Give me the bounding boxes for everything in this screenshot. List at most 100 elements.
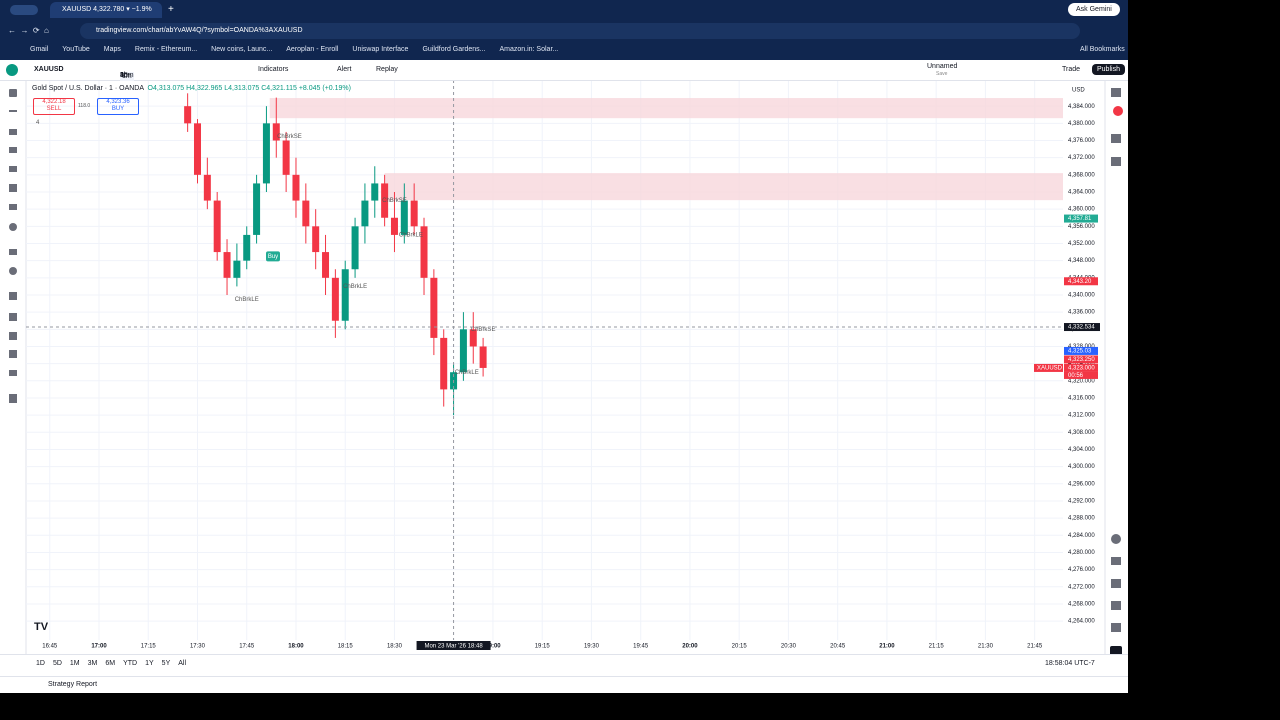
y-tick-label: 4,284.000 [1068, 533, 1095, 539]
candle-body [361, 200, 369, 227]
interval-button[interactable]: 5m [120, 72, 130, 79]
range-button[interactable]: 5D [52, 660, 62, 667]
y-tick-label: 4,364.000 [1068, 190, 1095, 196]
range-button[interactable]: 3M [87, 660, 98, 667]
bookmark[interactable]: YouTube [62, 46, 90, 53]
sidebar-icon[interactable] [1111, 134, 1121, 143]
currency-label: USD [1072, 88, 1085, 94]
sell-label: SELL [46, 106, 62, 112]
alert-button[interactable]: Alert [337, 66, 352, 73]
candle-body [223, 252, 231, 278]
sidebar-icon[interactable] [1111, 579, 1121, 588]
tool-icon[interactable] [9, 89, 17, 97]
publish-button[interactable]: Publish [1092, 64, 1125, 75]
range-button[interactable]: 1M [69, 660, 80, 667]
buy-button[interactable]: 4,323.36 BUY [97, 98, 139, 115]
range-button[interactable]: YTD [123, 660, 138, 667]
bookmark[interactable]: Remix - Ethereum... [134, 46, 198, 53]
candle-body [390, 217, 398, 235]
left-toolbar [9, 89, 17, 403]
indicator-count[interactable]: 4 [36, 120, 40, 126]
tool-icon[interactable] [9, 184, 17, 192]
interval-button[interactable]: 1h [120, 72, 128, 79]
nav-buttons[interactable]: ← → ⟳ ⌂ [8, 26, 49, 35]
bookmark[interactable]: Gmail [30, 46, 49, 53]
range-button[interactable]: 1D [36, 660, 45, 667]
price-label: 4,343.20 [1068, 279, 1092, 285]
countdown-box [1064, 371, 1098, 379]
sidebar-icon[interactable] [1111, 534, 1121, 544]
candle-body [243, 234, 251, 261]
tool-icon[interactable] [9, 110, 17, 112]
y-tick-label: 4,264.000 [1068, 619, 1095, 625]
x-tick-label: 20:00 [682, 644, 698, 650]
candle-body [312, 226, 320, 253]
candle-body [233, 260, 241, 278]
candle-body [410, 200, 418, 227]
signal-label: ChBrkSE [277, 134, 302, 140]
sidebar-icon[interactable] [1111, 88, 1121, 97]
range-button[interactable]: All [178, 660, 187, 667]
x-tick-label: 21:30 [978, 644, 994, 650]
interval-button[interactable]: 4h [120, 72, 128, 79]
tool-icon[interactable] [9, 249, 17, 255]
tool-icon[interactable] [9, 350, 17, 358]
avatar[interactable] [6, 64, 18, 76]
tool-icon[interactable] [9, 166, 17, 172]
legend-ohlc: O4,313.075 H4,322.965 L4,313.075 C4,321.… [147, 85, 351, 92]
tool-icon[interactable] [9, 313, 17, 321]
symbol[interactable]: XAUUSD [34, 66, 64, 73]
chart: USD TV 4,264.000 4,268.000 4,272.000 4,276.… [0, 60, 1128, 692]
interval-button[interactable]: 15m [120, 72, 134, 79]
range-button[interactable]: 5Y [161, 660, 171, 667]
bookmark[interactable]: Guildford Gardens... [422, 46, 486, 53]
tool-icon[interactable] [9, 223, 17, 231]
sidebar-icon[interactable] [1111, 623, 1121, 632]
save-button[interactable]: Save [936, 71, 948, 77]
y-tick-label: 4,352.000 [1068, 241, 1095, 247]
range-button[interactable]: 1Y [145, 660, 154, 667]
y-tick-label: 4,268.000 [1068, 602, 1095, 608]
bookmark[interactable]: Amazon.in: Solar... [499, 46, 559, 53]
candle-body [381, 183, 389, 218]
bookmarks-bar: Gmail YouTube Maps Remix - Ethereum... New c… [30, 46, 572, 53]
y-tick-label: 4,380.000 [1068, 121, 1095, 127]
tool-icon[interactable] [9, 394, 17, 403]
address-bar[interactable]: tradingview.com/chart/abYvAW4Q/?symbol=O… [80, 23, 1080, 39]
indicators-button[interactable]: Indicators [258, 66, 289, 73]
buy-price: 4,323.36 [106, 99, 130, 105]
tool-icon[interactable] [9, 292, 17, 300]
replay-button[interactable]: Replay [376, 66, 398, 73]
x-tick-label: 21:00 [879, 644, 895, 650]
browser-tab[interactable]: XAUUSD 4,322.780 ▾ −1.9% [50, 2, 162, 18]
interval-button[interactable]: 1m [120, 72, 134, 81]
tool-icon[interactable] [9, 332, 17, 340]
y-tick-label: 4,356.000 [1068, 224, 1095, 230]
sidebar-icon[interactable] [1111, 157, 1121, 166]
tool-icon[interactable] [9, 370, 17, 376]
tool-icon[interactable] [9, 147, 17, 153]
price-label-box [1064, 355, 1098, 364]
range-button[interactable]: 6M [105, 660, 116, 667]
zone [384, 173, 1064, 201]
bookmark[interactable]: Maps [103, 46, 121, 53]
y-tick-label: 4,296.000 [1068, 481, 1095, 487]
trade-button[interactable]: Trade [1062, 66, 1081, 73]
tool-icon[interactable] [9, 129, 17, 135]
strategy-report[interactable]: Strategy Report [48, 681, 98, 688]
sell-button[interactable]: 4,322.18 SELL [33, 98, 75, 115]
ask-gemini[interactable]: Ask Gemini [1068, 3, 1120, 16]
bookmark[interactable]: Uniswap Interface [352, 46, 409, 53]
tool-icon[interactable] [9, 267, 17, 275]
y-tick-label: 4,340.000 [1068, 293, 1095, 299]
x-tick-label: 19:15 [535, 644, 551, 650]
bookmark[interactable]: Aeroplan - Enroll [286, 46, 339, 53]
bookmark[interactable]: New coins, Launc... [211, 46, 273, 53]
new-tab[interactable]: + [168, 4, 174, 15]
all-bookmarks[interactable]: All Bookmarks [1080, 46, 1125, 53]
tool-icon[interactable] [9, 204, 17, 210]
sidebar-icon[interactable] [1111, 601, 1121, 610]
sidebar-icon[interactable] [1111, 557, 1121, 565]
signal-badge [265, 251, 280, 262]
layout-name[interactable]: Unnamed [927, 63, 958, 70]
